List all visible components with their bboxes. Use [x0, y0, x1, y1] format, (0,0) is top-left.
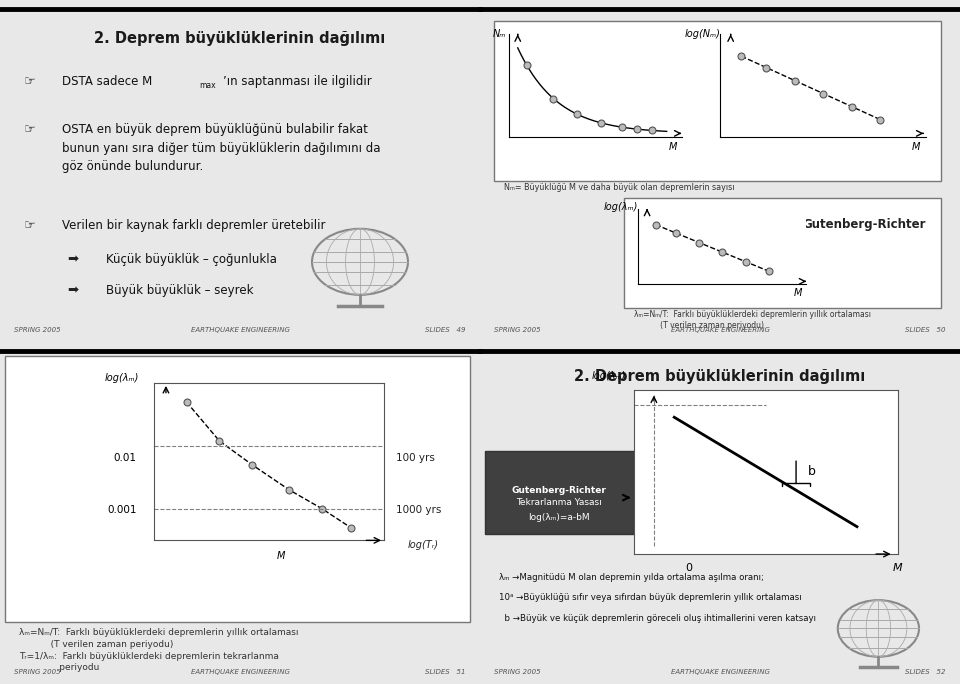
- Text: M: M: [668, 142, 677, 152]
- Text: EARTHQUAKE ENGINEERING: EARTHQUAKE ENGINEERING: [671, 328, 769, 334]
- Text: 0.001: 0.001: [108, 505, 136, 514]
- Text: λₘ →Magnitüdü M olan depremin yılda ortalama aşılma oranı;: λₘ →Magnitüdü M olan depremin yılda orta…: [499, 573, 764, 582]
- Text: Tᵣ=1/λₘ:  Farklı büyüklüklerdeki depremlerin tekrarlanma: Tᵣ=1/λₘ: Farklı büyüklüklerdeki depremle…: [19, 651, 279, 661]
- Text: ☞: ☞: [24, 219, 36, 232]
- Text: 0.01: 0.01: [114, 453, 136, 463]
- FancyBboxPatch shape: [494, 21, 941, 181]
- Text: SLIDES   52: SLIDES 52: [905, 670, 946, 676]
- Text: log(λₘ): log(λₘ): [604, 202, 638, 213]
- Text: max: max: [200, 81, 216, 90]
- Text: b: b: [808, 465, 816, 479]
- Text: (T verilen zaman periyodu): (T verilen zaman periyodu): [19, 640, 174, 648]
- Text: 100 yrs: 100 yrs: [396, 453, 435, 463]
- Text: ’ın saptanması ile ilgilidir: ’ın saptanması ile ilgilidir: [223, 75, 372, 88]
- Text: log(Tᵣ): log(Tᵣ): [408, 540, 439, 551]
- Text: Nₘ: Nₘ: [493, 29, 507, 39]
- FancyBboxPatch shape: [624, 198, 941, 308]
- Text: periyodu: periyodu: [19, 663, 100, 672]
- Text: EARTHQUAKE ENGINEERING: EARTHQUAKE ENGINEERING: [191, 670, 289, 676]
- Text: EARTHQUAKE ENGINEERING: EARTHQUAKE ENGINEERING: [191, 328, 289, 334]
- Text: SPRING 2005: SPRING 2005: [14, 328, 61, 334]
- Text: ➡: ➡: [67, 253, 79, 266]
- Text: ☞: ☞: [24, 123, 36, 136]
- Text: Büyük büyüklük – seyrek: Büyük büyüklük – seyrek: [106, 284, 253, 297]
- Text: DSTA sadece M: DSTA sadece M: [62, 75, 153, 88]
- Text: SLIDES   49: SLIDES 49: [425, 328, 466, 334]
- Text: SLIDES   51: SLIDES 51: [425, 670, 466, 676]
- Text: λₘ=Nₘ/T:  Farklı büyüklüklerdeki depremlerin yıllık ortalaması: λₘ=Nₘ/T: Farklı büyüklüklerdeki depremle…: [634, 309, 871, 319]
- Text: 10ᵃ: 10ᵃ: [691, 404, 775, 425]
- Text: SPRING 2005: SPRING 2005: [494, 670, 541, 676]
- Text: Nₘ= Büyüklüğü M ve daha büyük olan depremlerin sayısı: Nₘ= Büyüklüğü M ve daha büyük olan depre…: [504, 183, 734, 192]
- Text: 0: 0: [685, 562, 692, 573]
- Text: 2. Deprem büyüklüklerinin dağılımı: 2. Deprem büyüklüklerinin dağılımı: [574, 369, 866, 384]
- Text: ➡: ➡: [67, 284, 79, 297]
- Text: SPRING 2005: SPRING 2005: [494, 328, 541, 334]
- Text: 2. Deprem büyüklüklerinin dağılımı: 2. Deprem büyüklüklerinin dağılımı: [94, 31, 386, 46]
- Text: Tekrarlanma Yasası: Tekrarlanma Yasası: [516, 498, 602, 508]
- Text: b →Büyük ve küçük depremlerin göreceli oluş ihtimallerini veren katsayı: b →Büyük ve küçük depremlerin göreceli o…: [499, 614, 816, 623]
- Text: log(λₘ): log(λₘ): [105, 373, 139, 383]
- Text: λₘ=Nₘ/T:  Farklı büyüklüklerdeki depremlerin yıllık ortalaması: λₘ=Nₘ/T: Farklı büyüklüklerdeki depremle…: [19, 628, 299, 637]
- Text: log(λₘ)=a-bM: log(λₘ)=a-bM: [528, 513, 590, 522]
- Text: M: M: [912, 142, 920, 152]
- Text: Küçük büyüklük – çoğunlukla: Küçük büyüklük – çoğunlukla: [106, 253, 276, 266]
- Text: Verilen bir kaynak farklı depremler üretebilir: Verilen bir kaynak farklı depremler üret…: [62, 219, 325, 232]
- Text: Gutenberg-Richter: Gutenberg-Richter: [512, 486, 607, 495]
- Text: (T verilen zaman periyodu): (T verilen zaman periyodu): [634, 321, 763, 330]
- Text: EARTHQUAKE ENGINEERING: EARTHQUAKE ENGINEERING: [671, 670, 769, 676]
- Text: Gutenberg-Richter: Gutenberg-Richter: [803, 218, 925, 231]
- Text: log(Nₘ): log(Nₘ): [684, 29, 720, 39]
- Text: M: M: [794, 288, 802, 298]
- Text: M: M: [893, 562, 902, 573]
- Text: 1000 yrs: 1000 yrs: [396, 505, 442, 514]
- Text: ☞: ☞: [24, 75, 36, 88]
- Text: SPRING 2005: SPRING 2005: [14, 670, 61, 676]
- Text: log(λₘ): log(λₘ): [592, 371, 626, 381]
- Text: SLIDES   50: SLIDES 50: [905, 328, 946, 334]
- FancyBboxPatch shape: [5, 356, 470, 622]
- Text: 10ᵃ →Büyüklüğü sıfır veya sıfırdan büyük depremlerin yıllık ortalaması: 10ᵃ →Büyüklüğü sıfır veya sıfırdan büyük…: [499, 593, 802, 603]
- FancyBboxPatch shape: [485, 451, 634, 534]
- Text: OSTA en büyük deprem büyüklüğünü bulabilir fakat
bunun yanı sıra diğer tüm büyük: OSTA en büyük deprem büyüklüğünü bulabil…: [62, 123, 381, 173]
- Text: M: M: [276, 551, 285, 561]
